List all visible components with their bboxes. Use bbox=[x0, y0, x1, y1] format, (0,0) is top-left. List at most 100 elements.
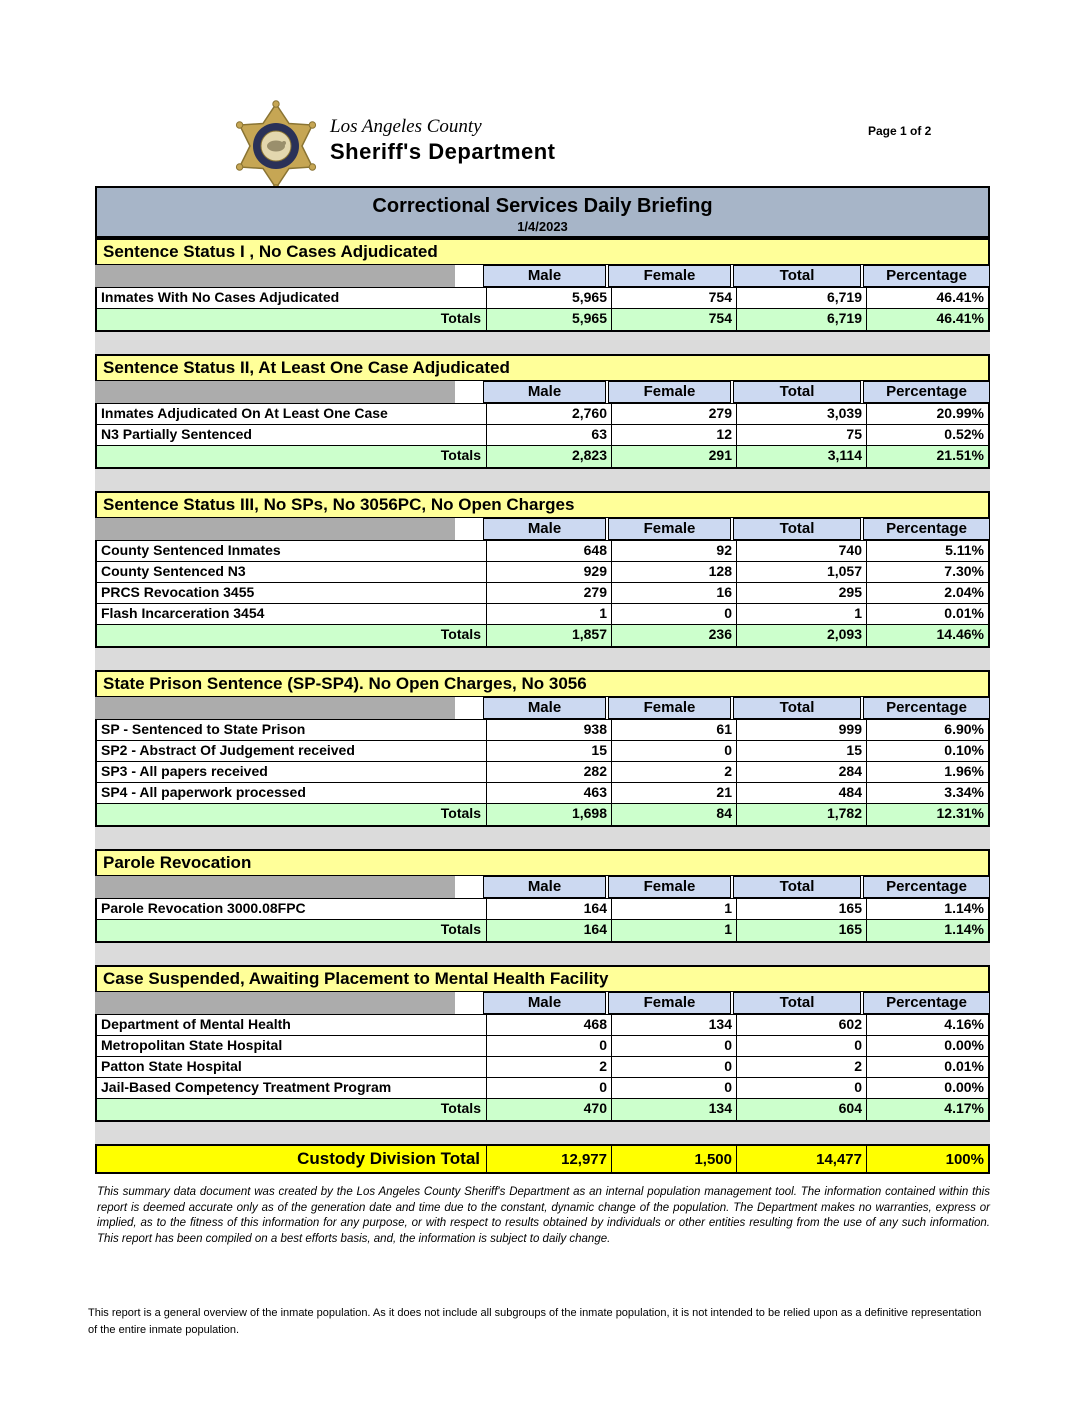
report-section: Parole Revocation Male Female Total Perc… bbox=[95, 849, 990, 943]
total-value: 3,114 bbox=[737, 446, 867, 467]
grand-total-row: Custody Division Total 12,977 1,500 14,4… bbox=[95, 1144, 990, 1174]
female-value: 291 bbox=[612, 446, 737, 467]
column-header-percentage: Percentage bbox=[863, 265, 990, 287]
male-value: 164 bbox=[487, 899, 612, 919]
row-label: Flash Incarceration 3454 bbox=[97, 604, 487, 624]
grand-total-label: Custody Division Total bbox=[97, 1146, 487, 1172]
grand-total-female: 1,500 bbox=[612, 1146, 737, 1172]
male-value: 468 bbox=[487, 1015, 612, 1035]
section-table: Inmates Adjudicated On At Least One Case… bbox=[95, 403, 990, 469]
total-value: 0 bbox=[737, 1078, 867, 1098]
percentage-value: 0.00% bbox=[944, 1037, 984, 1053]
overview-note-text: This report is a general overview of the… bbox=[88, 1307, 982, 1336]
totals-label: Totals bbox=[97, 804, 487, 825]
totals-row: Totals 2,823 291 3,114 21.51% bbox=[97, 446, 988, 467]
disclaimer-text: This summary data document was created b… bbox=[97, 1186, 990, 1245]
column-header-row: Male Female Total Percentage bbox=[95, 992, 990, 1014]
male-value: 2 bbox=[487, 1057, 612, 1077]
total-value: 165 bbox=[737, 920, 867, 941]
column-header-total: Total bbox=[733, 697, 861, 719]
column-header-row: Male Female Total Percentage bbox=[95, 381, 990, 403]
row-label: Jail-Based Competency Treatment Program bbox=[97, 1078, 487, 1098]
row-label: Department of Mental Health bbox=[97, 1015, 487, 1035]
percentage-value: 21.51% bbox=[936, 447, 984, 463]
percentage-value: 46.41% bbox=[936, 289, 984, 305]
table-row: Parole Revocation 3000.08FPC 164 1 165 1.14% bbox=[97, 899, 988, 920]
female-value: 134 bbox=[612, 1099, 737, 1120]
male-value: 164 bbox=[487, 920, 612, 941]
total-value: 0 bbox=[737, 1036, 867, 1056]
table-row: Inmates Adjudicated On At Least One Case… bbox=[97, 404, 988, 425]
table-row: SP3 - All papers received 282 2 284 1.96% bbox=[97, 762, 988, 783]
totals-row: Totals 1,698 84 1,782 12.31% bbox=[97, 804, 988, 825]
section-spacer bbox=[95, 943, 990, 965]
total-value: 999 bbox=[737, 720, 867, 740]
total-value: 6,719 bbox=[737, 288, 867, 308]
table-row: Flash Incarceration 3454 1 0 1 0.01% bbox=[97, 604, 988, 625]
column-header-female: Female bbox=[608, 876, 731, 898]
column-header-male: Male bbox=[483, 876, 606, 898]
total-value: 15 bbox=[737, 741, 867, 761]
column-header-percentage: Percentage bbox=[863, 381, 990, 403]
male-value: 15 bbox=[487, 741, 612, 761]
female-value: 2 bbox=[612, 762, 737, 782]
row-label: County Sentenced N3 bbox=[97, 562, 487, 582]
section-table: Department of Mental Health 468 134 602 4.16… bbox=[95, 1014, 990, 1122]
agency-name-county: Los Angeles County bbox=[330, 116, 482, 137]
column-header-row: Male Female Total Percentage bbox=[95, 697, 990, 719]
report-title-banner: Correctional Services Daily Briefing 1/4… bbox=[95, 186, 990, 238]
male-value: 282 bbox=[487, 762, 612, 782]
male-value: 2,823 bbox=[487, 446, 612, 467]
percentage-value: 46.41% bbox=[936, 310, 984, 326]
column-header-total: Total bbox=[733, 265, 861, 287]
column-header-male: Male bbox=[483, 265, 606, 287]
section-table: Parole Revocation 3000.08FPC 164 1 165 1.14%… bbox=[95, 898, 990, 943]
total-value: 1,782 bbox=[737, 804, 867, 825]
table-row: County Sentenced N3 929 128 1,057 7.30% bbox=[97, 562, 988, 583]
sections-container: Sentence Status I , No Cases Adjudicated… bbox=[95, 238, 990, 1144]
section-title: Sentence Status I , No Cases Adjudicated bbox=[95, 238, 990, 265]
corner-cell bbox=[95, 876, 455, 898]
agency-logo: Los Angeles County Sheriff's Department bbox=[230, 98, 556, 194]
percentage-value: 1.14% bbox=[944, 921, 984, 937]
section-table: County Sentenced Inmates 648 92 740 5.11% Cou… bbox=[95, 540, 990, 648]
total-value: 1 bbox=[737, 604, 867, 624]
female-value: 754 bbox=[612, 309, 737, 330]
male-value: 5,965 bbox=[487, 309, 612, 330]
corner-cell bbox=[95, 992, 455, 1014]
total-value: 6,719 bbox=[737, 309, 867, 330]
column-header-total: Total bbox=[733, 381, 861, 403]
row-label: Metropolitan State Hospital bbox=[97, 1036, 487, 1056]
female-value: 1 bbox=[612, 920, 737, 941]
table-row: N3 Partially Sentenced 63 12 75 0.52% bbox=[97, 425, 988, 446]
row-label: SP3 - All papers received bbox=[97, 762, 487, 782]
section-table: SP - Sentenced to State Prison 938 61 999 6.… bbox=[95, 719, 990, 827]
male-value: 2,760 bbox=[487, 404, 612, 424]
column-header-female: Female bbox=[608, 265, 731, 287]
male-value: 929 bbox=[487, 562, 612, 582]
section-spacer bbox=[95, 648, 990, 670]
percentage-value: 12.31% bbox=[936, 805, 984, 821]
percentage-value: 20.99% bbox=[936, 405, 984, 421]
percentage-value: 0.52% bbox=[944, 426, 984, 442]
female-value: 92 bbox=[612, 541, 737, 561]
corner-cell bbox=[95, 265, 455, 287]
total-value: 484 bbox=[737, 783, 867, 803]
female-value: 0 bbox=[612, 741, 737, 761]
section-spacer bbox=[95, 332, 990, 354]
report-section: Sentence Status I , No Cases Adjudicated… bbox=[95, 238, 990, 332]
report-section: Sentence Status II, At Least One Case Ad… bbox=[95, 354, 990, 469]
row-label: SP4 - All paperwork processed bbox=[97, 783, 487, 803]
section-spacer bbox=[95, 469, 990, 491]
male-value: 1 bbox=[487, 604, 612, 624]
report-section: State Prison Sentence (SP-SP4). No Open … bbox=[95, 670, 990, 827]
row-label: County Sentenced Inmates bbox=[97, 541, 487, 561]
female-value: 279 bbox=[612, 404, 737, 424]
column-header-male: Male bbox=[483, 992, 606, 1014]
table-row: Inmates With No Cases Adjudicated 5,965 75… bbox=[97, 288, 988, 309]
male-value: 279 bbox=[487, 583, 612, 603]
male-value: 0 bbox=[487, 1078, 612, 1098]
column-header-male: Male bbox=[483, 697, 606, 719]
report-content: Correctional Services Daily Briefing 1/4… bbox=[95, 186, 990, 1174]
